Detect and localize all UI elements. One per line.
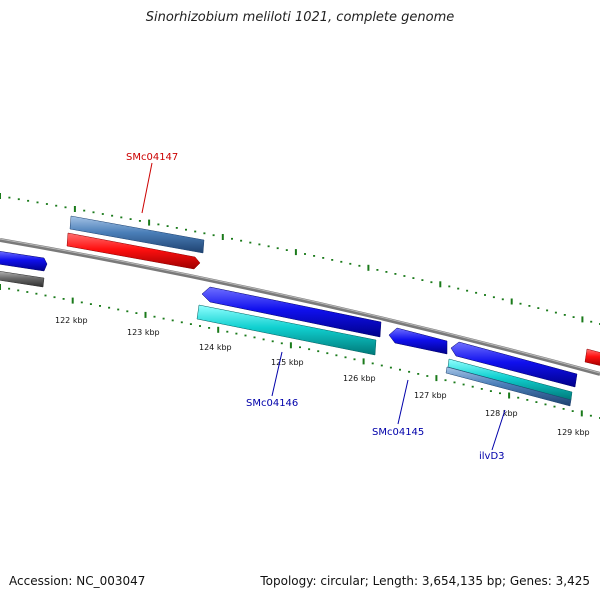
feature-blue-smc04146: [201, 286, 382, 338]
gene-label-ilvd3[interactable]: ilvD3: [479, 451, 505, 462]
feature-blue-smc04145: [388, 327, 448, 355]
feature-gray-left: [0, 271, 45, 288]
tick-label: 123 kbp: [127, 328, 160, 337]
genome-backbone-highlight: [0, 238, 600, 374]
tick-label: 128 kbp: [485, 409, 518, 418]
genome-summary-text: Topology: circular; Length: 3,654,135 bp…: [260, 574, 590, 588]
feature-blue-left: [0, 251, 48, 272]
leader-line-smc04147: [141, 162, 153, 214]
tick-label: 127 kbp: [414, 391, 447, 400]
leader-line-ilvd3: [491, 409, 506, 451]
feature-red-smc04147: [66, 232, 201, 270]
gene-label-smc04147[interactable]: SMc04147: [126, 152, 178, 163]
tick-label: 122 kbp: [55, 316, 88, 325]
inner-tick-ring: [0, 284, 600, 419]
outer-tick-ring: [0, 193, 600, 325]
tick-label: 129 kbp: [557, 428, 590, 437]
feature-cyan-smc04146: [196, 304, 377, 356]
leader-line-smc04146: [271, 351, 283, 397]
genome-backbone: [0, 238, 600, 376]
tick-label: 124 kbp: [199, 343, 232, 352]
feature-red-right: [584, 348, 600, 366]
tick-label: 125 kbp: [271, 358, 304, 367]
gene-label-smc04145[interactable]: SMc04145: [372, 427, 424, 438]
tick-label: 126 kbp: [343, 374, 376, 383]
feature-steel-smc04147: [69, 215, 205, 254]
tick-labels: 122 kbp 123 kbp 124 kbp 125 kbp 126 kbp …: [55, 316, 590, 437]
feature-blue-ilvd3: [450, 341, 578, 388]
feature-steel-ilvd3: [445, 366, 572, 407]
gene-label-smc04146[interactable]: SMc04146: [246, 398, 298, 409]
map-title: Sinorhizobium meliloti 1021, complete ge…: [145, 10, 455, 25]
leader-line-smc04145: [397, 379, 409, 425]
accession-text: Accession: NC_003047: [9, 574, 146, 588]
